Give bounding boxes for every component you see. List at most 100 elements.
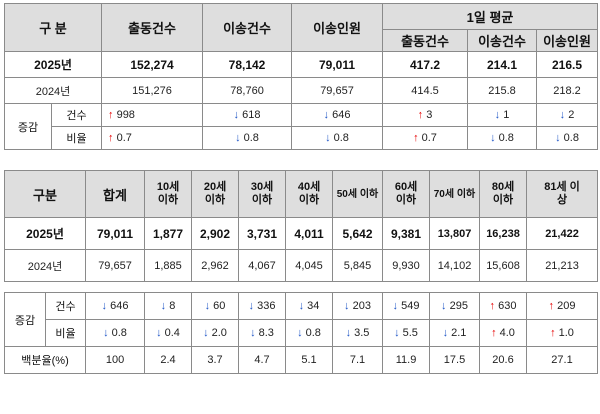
change-value: 209: [554, 300, 576, 312]
cell: 13,807: [429, 217, 481, 250]
change-value: 646: [329, 109, 351, 121]
change-cell: ↓ 336: [238, 292, 287, 320]
table-row: 2025년 152,274 78,142 79,011 417.2 214.1 …: [3, 51, 599, 78]
header-daily-patients: 이송인원: [536, 29, 599, 52]
age-header: 70세 이하: [429, 170, 481, 218]
change-cell: ↓ 34: [285, 292, 334, 320]
age-header-category: 구분: [3, 170, 87, 218]
change-value: 0.8: [240, 132, 259, 144]
age-header: 20세 이하: [191, 170, 240, 218]
arrow-up-icon: ↑: [550, 327, 556, 339]
cell: 14,102: [429, 249, 481, 282]
table-row: 2024년 151,276 78,760 79,657 414.5 215.8 …: [3, 77, 599, 104]
arrow-down-icon: ↓: [559, 109, 566, 121]
cell: 218.2: [536, 77, 599, 104]
change-label: 증감: [4, 292, 46, 347]
change-cell: ↓ 1: [467, 103, 538, 127]
cell: 1,885: [144, 249, 193, 282]
cell: 3,731: [238, 217, 287, 250]
arrow-down-icon: ↓: [325, 132, 331, 144]
change-count-label: 건수: [44, 292, 87, 320]
row-label-2025: 2025년: [3, 51, 103, 78]
header-transport: 이송건수: [202, 3, 293, 52]
change-cell: ↓ 0.8: [85, 319, 146, 347]
arrow-up-icon: ↑: [491, 327, 497, 339]
change-cell: ↓ 8.3: [238, 319, 287, 347]
arrow-down-icon: ↓: [297, 327, 303, 339]
cell: 214.1: [467, 51, 538, 78]
age-header: 40세 이하: [285, 170, 334, 218]
table-row: 2024년 79,657 1,885 2,962 4,067 4,045 5,8…: [3, 249, 599, 282]
arrow-down-icon: ↓: [298, 300, 305, 312]
change-value: 0.8: [560, 132, 579, 144]
arrow-down-icon: ↓: [323, 109, 330, 121]
change-cell: ↑ 998: [101, 103, 204, 127]
header-daily-dispatch: 출동건수: [382, 29, 469, 52]
row-label-2024: 2024년: [3, 77, 103, 104]
cell: 7.1: [332, 346, 384, 374]
cell: 2.4: [144, 346, 193, 374]
change-cell: ↓ 0.8: [536, 126, 599, 150]
change-value: 4.0: [496, 327, 515, 339]
table-row: 비율 ↓ 0.8 ↓ 0.4 ↓ 2.0 ↓ 8.3 ↓ 0.8 ↓ 3.5 ↓…: [5, 319, 599, 347]
arrow-down-icon: ↓: [344, 300, 350, 312]
change-value: 2.1: [448, 327, 467, 339]
arrow-down-icon: ↓: [233, 109, 240, 121]
change-value: 0.7: [418, 132, 437, 144]
cell: 79,011: [291, 51, 384, 78]
change-value: 998: [113, 109, 135, 121]
change-cell: ↓ 2.0: [191, 319, 240, 347]
arrow-up-icon: ↑: [548, 300, 555, 312]
change-cell: ↑ 1.0: [526, 319, 599, 347]
change-rate-label: 비율: [44, 319, 87, 347]
age-header: 50세 이하: [332, 170, 384, 218]
header-daily-transport: 이송건수: [467, 29, 538, 52]
change-cell: ↓ 646: [291, 103, 384, 127]
cell: 9,381: [382, 217, 431, 250]
change-cell: ↓ 3.5: [332, 319, 384, 347]
change-value: 8: [166, 300, 176, 312]
arrow-down-icon: ↓: [103, 327, 109, 339]
cell: 17.5: [429, 346, 481, 374]
cell: 15,608: [479, 249, 528, 282]
arrow-up-icon: ↑: [417, 109, 424, 121]
cell: 78,760: [202, 77, 293, 104]
header-dispatch: 출동건수: [101, 3, 204, 52]
change-cell: ↓ 0.8: [291, 126, 384, 150]
cell: 79,657: [291, 77, 384, 104]
age-header: 60세 이하: [382, 170, 431, 218]
header-daily-avg: 1일 평균: [382, 3, 599, 30]
age-header: 30세 이하: [238, 170, 287, 218]
cell: 78,142: [202, 51, 293, 78]
cell: 27.1: [526, 346, 599, 374]
change-value: 0.4: [161, 327, 180, 339]
change-cell: ↓ 5.5: [382, 319, 431, 347]
change-value: 60: [210, 300, 226, 312]
arrow-down-icon: ↓: [156, 327, 162, 339]
table-row: 증감 건수 ↓ 646 ↓ 8 ↓ 60 ↓ 336 ↓ 34 ↓ 203 ↓ …: [4, 292, 599, 347]
change-rate-label: 비율: [50, 126, 103, 150]
header-category: 구 분: [3, 3, 103, 52]
table-gap: [4, 281, 598, 293]
age-header-total: 합계: [85, 170, 146, 218]
change-value: 0.7: [113, 132, 132, 144]
change-value: 0.8: [302, 327, 321, 339]
arrow-down-icon: ↓: [441, 300, 447, 312]
change-cell: ↓ 203: [332, 292, 384, 320]
arrow-down-icon: ↓: [250, 327, 256, 339]
arrow-up-icon: ↑: [108, 109, 114, 121]
change-cell: ↓ 0.8: [285, 319, 334, 347]
change-cell: ↓ 0.8: [467, 126, 538, 150]
change-cell: ↓ 295: [429, 292, 481, 320]
change-cell: ↑ 4.0: [479, 319, 528, 347]
change-value: 295: [446, 300, 468, 312]
cell: 216.5: [536, 51, 599, 78]
change-value: 203: [349, 300, 371, 312]
cell: 1,877: [144, 217, 193, 250]
change-cell: ↓ 60: [191, 292, 240, 320]
cell: 20.6: [479, 346, 528, 374]
change-cell: ↓ 0.8: [202, 126, 293, 150]
table-row: 2025년 79,011 1,877 2,902 3,731 4,011 5,6…: [3, 217, 599, 250]
change-label: 증감: [4, 103, 52, 150]
